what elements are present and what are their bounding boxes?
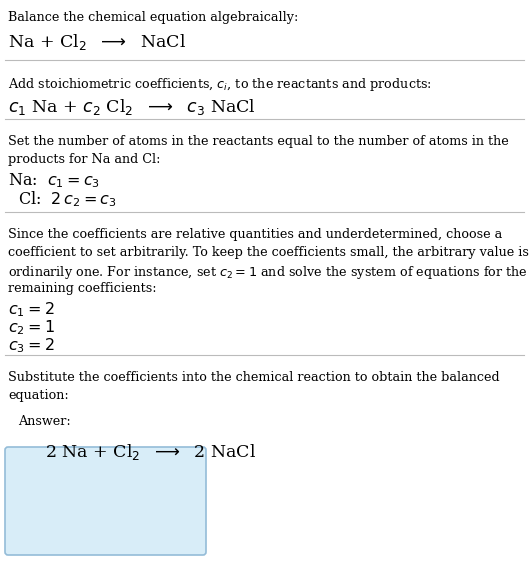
Text: remaining coefficients:: remaining coefficients: <box>8 282 157 295</box>
Text: 2 Na + Cl$_2$  $\longrightarrow$  2 NaCl: 2 Na + Cl$_2$ $\longrightarrow$ 2 NaCl <box>45 442 256 462</box>
Text: Set the number of atoms in the reactants equal to the number of atoms in the: Set the number of atoms in the reactants… <box>8 135 509 148</box>
Text: equation:: equation: <box>8 389 69 402</box>
Text: Answer:: Answer: <box>18 415 71 428</box>
Text: $c_1$ Na + $c_2$ Cl$_2$  $\longrightarrow$  $c_3$ NaCl: $c_1$ Na + $c_2$ Cl$_2$ $\longrightarrow… <box>8 97 256 117</box>
Text: Cl:  $2\,c_2 = c_3$: Cl: $2\,c_2 = c_3$ <box>18 189 116 209</box>
Text: coefficient to set arbitrarily. To keep the coefficients small, the arbitrary va: coefficient to set arbitrarily. To keep … <box>8 246 529 259</box>
Text: Substitute the coefficients into the chemical reaction to obtain the balanced: Substitute the coefficients into the che… <box>8 371 499 384</box>
Text: Since the coefficients are relative quantities and underdetermined, choose a: Since the coefficients are relative quan… <box>8 228 502 241</box>
Text: Balance the chemical equation algebraically:: Balance the chemical equation algebraica… <box>8 11 298 24</box>
Text: $c_3 = 2$: $c_3 = 2$ <box>8 336 54 355</box>
Text: $c_2 = 1$: $c_2 = 1$ <box>8 318 55 337</box>
Text: $c_1 = 2$: $c_1 = 2$ <box>8 300 54 319</box>
Text: Na:  $c_1 = c_3$: Na: $c_1 = c_3$ <box>8 171 100 190</box>
Text: ordinarily one. For instance, set $c_2 = 1$ and solve the system of equations fo: ordinarily one. For instance, set $c_2 =… <box>8 264 528 281</box>
Text: products for Na and Cl:: products for Na and Cl: <box>8 153 160 166</box>
FancyBboxPatch shape <box>5 447 206 555</box>
Text: Na + Cl$_2$  $\longrightarrow$  NaCl: Na + Cl$_2$ $\longrightarrow$ NaCl <box>8 32 186 52</box>
Text: Add stoichiometric coefficients, $c_i$, to the reactants and products:: Add stoichiometric coefficients, $c_i$, … <box>8 76 432 93</box>
